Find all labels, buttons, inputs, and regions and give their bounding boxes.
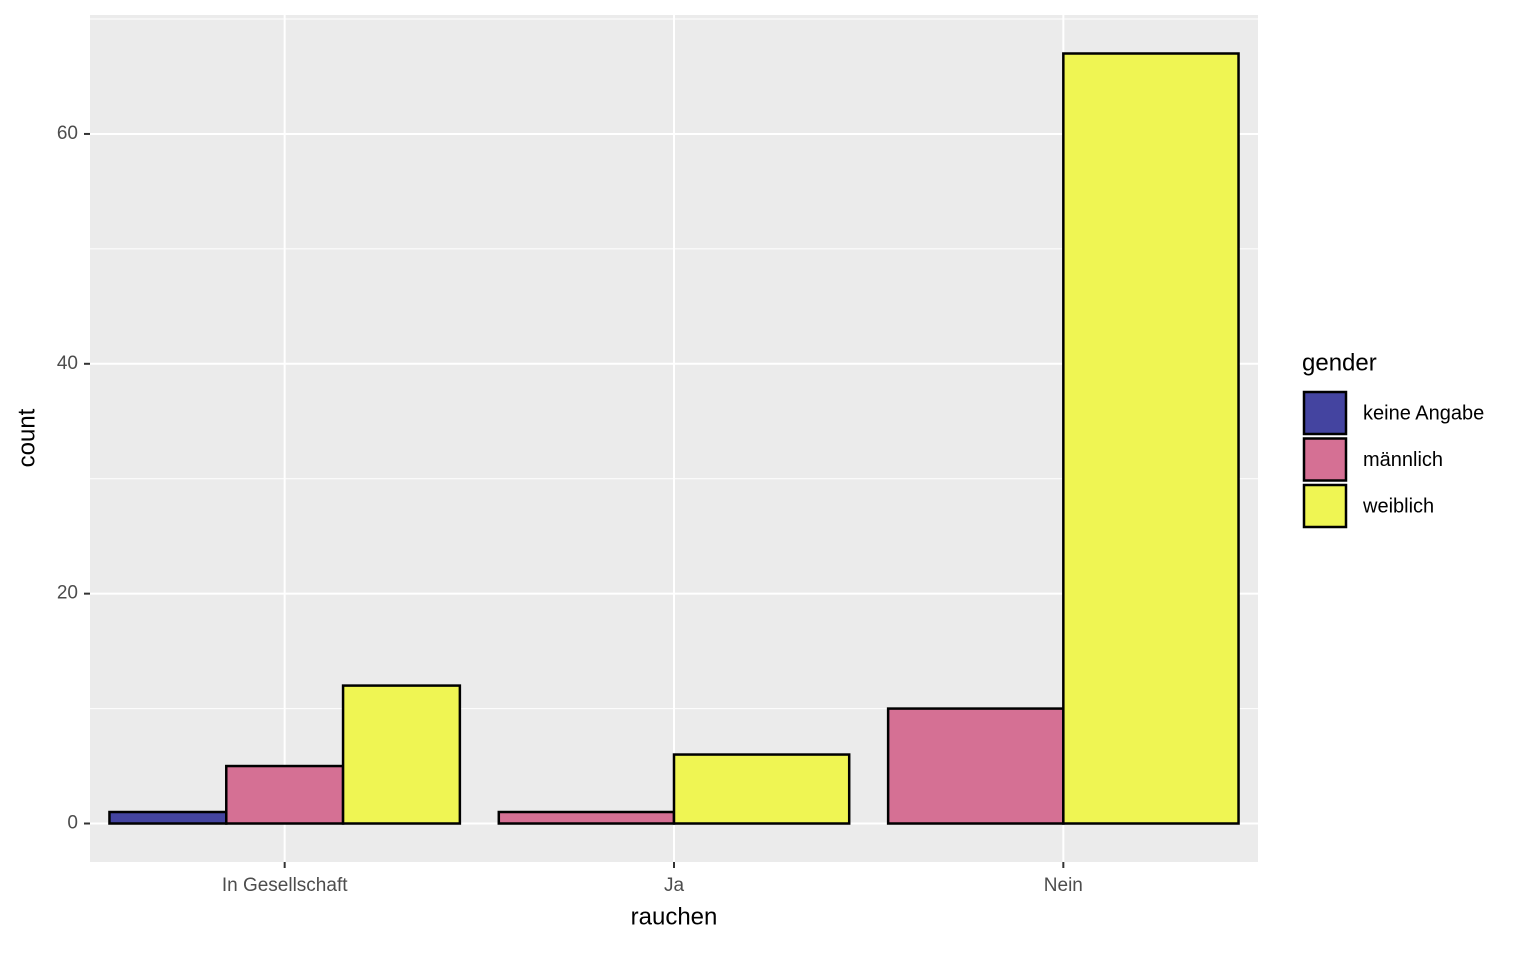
bar [1062, 52, 1240, 825]
legend-label: keine Angabe [1363, 402, 1484, 424]
y-tick-label: 40 [57, 353, 78, 374]
y-tick-label: 20 [57, 583, 78, 604]
bar [225, 764, 345, 825]
bar [108, 810, 228, 825]
legend-key [1302, 390, 1348, 436]
legend-label: männlich [1363, 449, 1443, 471]
x-tick-label: Ja [664, 875, 685, 896]
legend-key [1302, 483, 1348, 529]
legend-label: weiblich [1362, 495, 1434, 517]
y-tick-label: 0 [67, 813, 78, 834]
y-tick-label: 60 [57, 123, 78, 144]
bar [672, 753, 851, 825]
bar [886, 707, 1065, 825]
x-axis-title: rauchen [631, 903, 718, 930]
legend-title: gender [1302, 349, 1377, 376]
x-tick-label: Nein [1044, 875, 1083, 896]
y-axis-title: count [13, 408, 40, 467]
legend-key [1302, 437, 1348, 482]
bar [497, 810, 676, 825]
x-tick-label: In Gesellschaft [222, 875, 348, 896]
bar [341, 684, 462, 825]
